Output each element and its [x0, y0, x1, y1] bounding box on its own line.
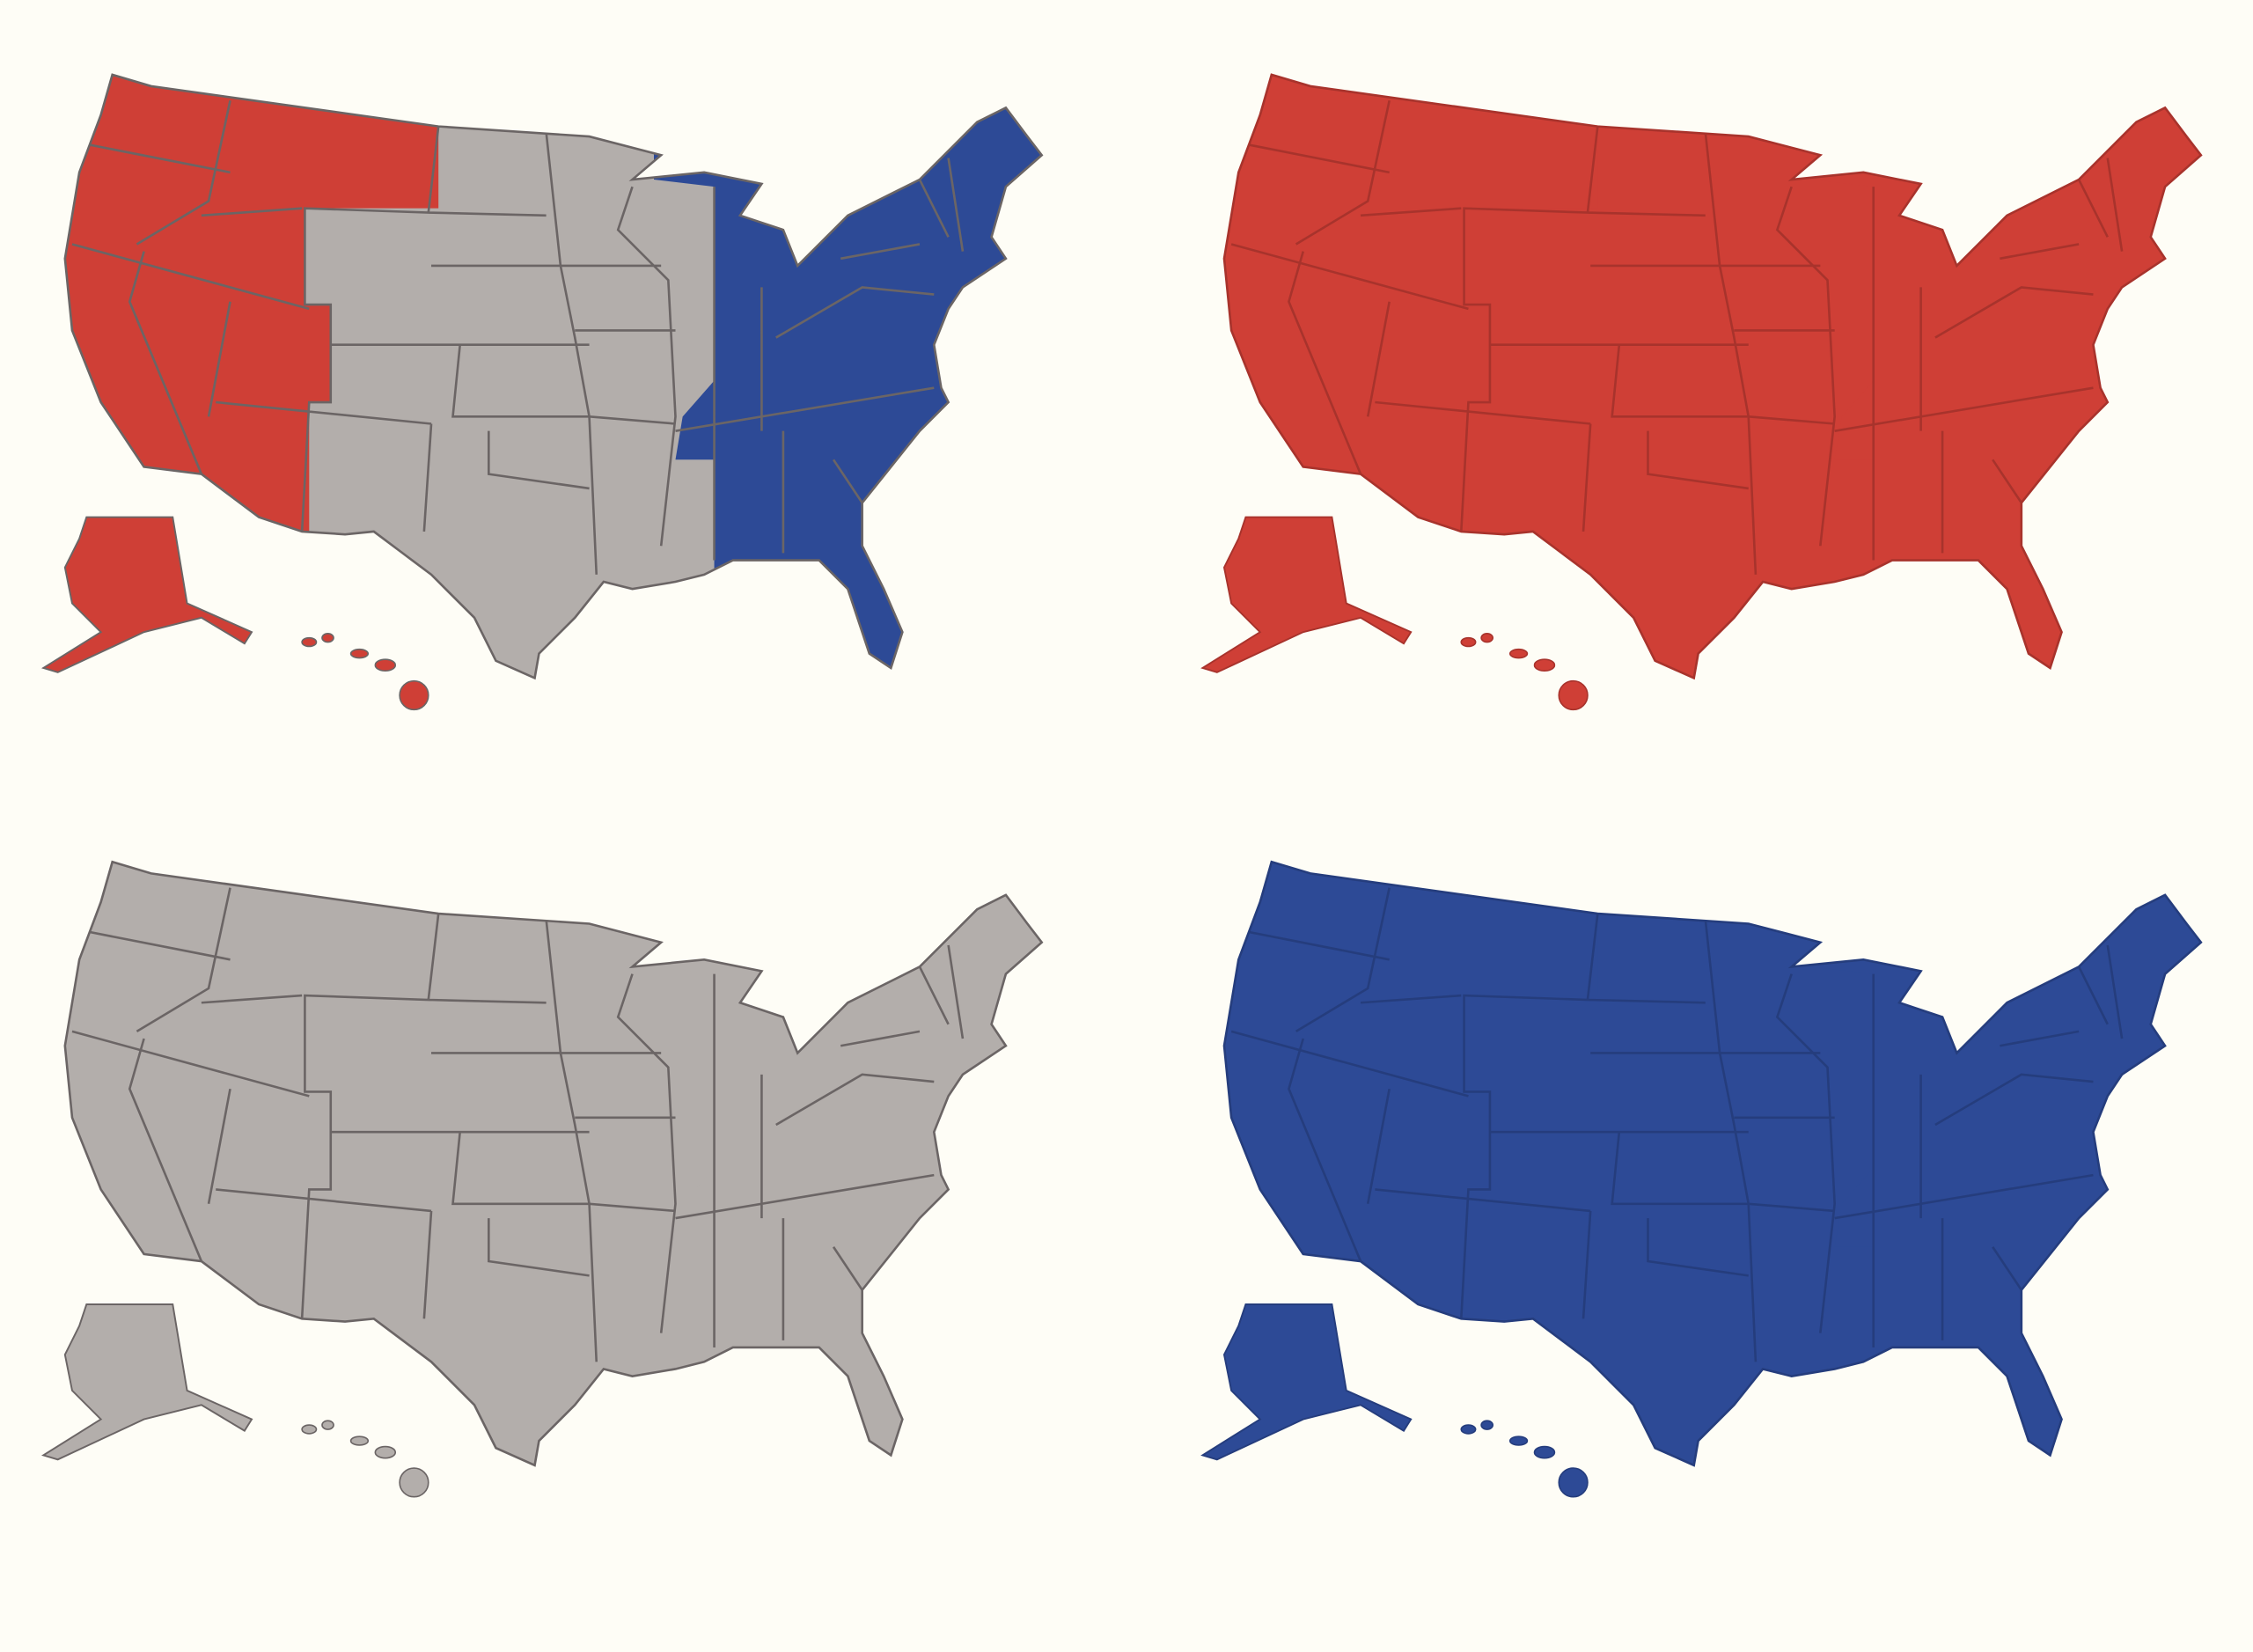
hawaii	[1460, 1420, 1589, 1498]
east-region	[1813, 74, 2201, 679]
hawaii	[301, 1420, 429, 1498]
alaska	[42, 516, 253, 673]
east-region	[1813, 862, 2201, 1465]
hawaii	[301, 632, 429, 711]
us-map-all-blue	[1201, 860, 2203, 1498]
us-map-all-red	[1201, 73, 2203, 711]
us-map-all-gray	[42, 860, 1044, 1498]
us-map-mixed	[42, 73, 1044, 711]
hawaii	[1460, 632, 1589, 711]
alaska	[1201, 516, 1413, 673]
alaska	[42, 1303, 253, 1461]
alaska	[1201, 1303, 1413, 1461]
